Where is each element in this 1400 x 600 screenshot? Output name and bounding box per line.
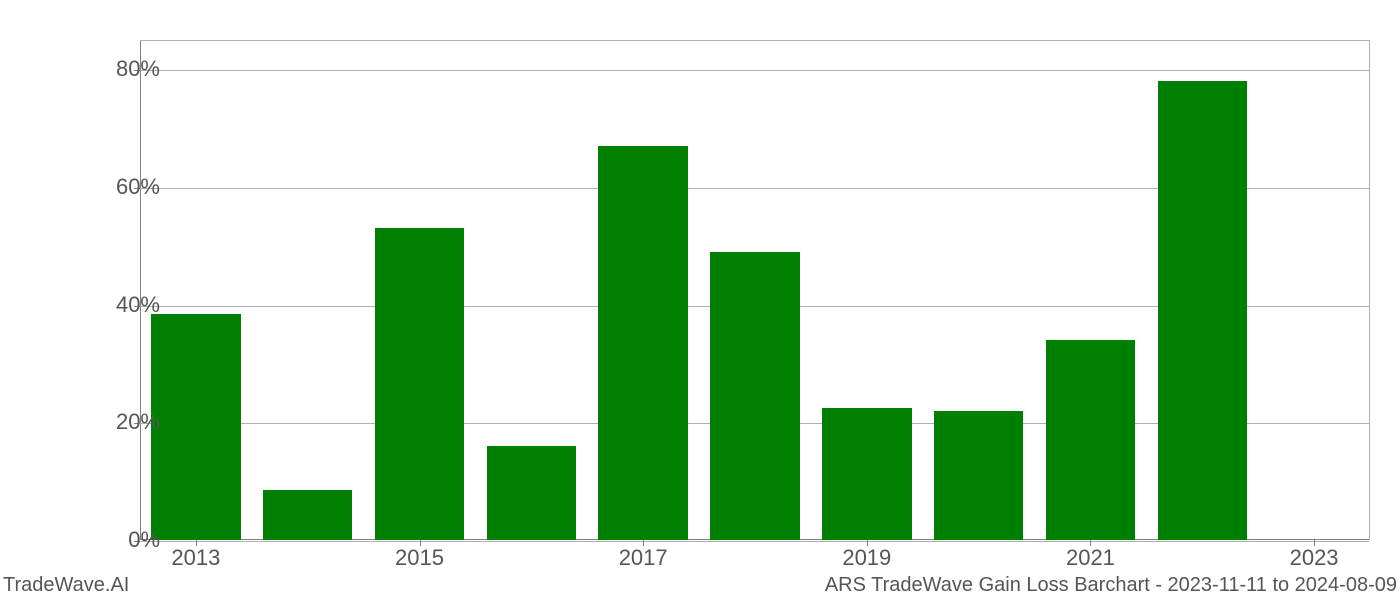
y-tick-label: 0% (128, 527, 160, 553)
chart-plot-area (140, 40, 1370, 540)
x-tick-label: 2023 (1290, 545, 1339, 571)
bar-2015 (375, 228, 464, 540)
x-tick-label: 2013 (171, 545, 220, 571)
gridline (140, 541, 1369, 542)
y-tick-label: 40% (116, 292, 160, 318)
footer-brand: TradeWave.AI (3, 574, 129, 597)
bar-2021 (1046, 340, 1135, 540)
x-tick-label: 2017 (619, 545, 668, 571)
bar-2014 (263, 490, 352, 540)
x-tick-label: 2015 (395, 545, 444, 571)
x-tick-label: 2019 (842, 545, 891, 571)
bar-2022 (1158, 81, 1247, 540)
y-axis-line (140, 41, 141, 540)
bar-2013 (151, 314, 240, 540)
x-tick-label: 2021 (1066, 545, 1115, 571)
bar-2017 (598, 146, 687, 540)
y-tick-label: 80% (116, 56, 160, 82)
gridline (140, 70, 1369, 71)
bar-2019 (822, 408, 911, 540)
footer-caption: ARS TradeWave Gain Loss Barchart - 2023-… (825, 574, 1397, 597)
bar-2016 (487, 446, 576, 540)
y-tick-label: 20% (116, 409, 160, 435)
bar-2020 (934, 411, 1023, 540)
y-tick-label: 60% (116, 174, 160, 200)
bar-2018 (710, 252, 799, 540)
plot-border (140, 40, 1370, 540)
